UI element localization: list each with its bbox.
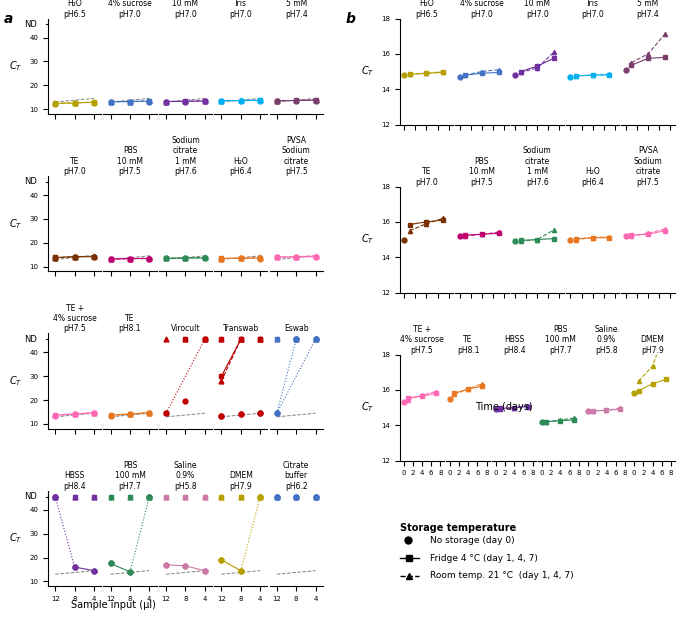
Text: Fridge 4 °C (day 1, 4, 7): Fridge 4 °C (day 1, 4, 7) [430, 553, 538, 563]
Title: TE
pH7.0: TE pH7.0 [63, 157, 86, 176]
Title: Saline
0.9%
pH5.8: Saline 0.9% pH5.8 [595, 325, 618, 355]
Y-axis label: $C_T$: $C_T$ [9, 374, 22, 388]
Title: Tris
10 mM
pH7.0: Tris 10 mM pH7.0 [173, 0, 199, 19]
Title: Citrate
buffer
pH6.2: Citrate buffer pH6.2 [283, 461, 310, 491]
Title: Tris
10 mM
pH7.0: Tris 10 mM pH7.0 [524, 0, 550, 19]
Y-axis label: $C_T$: $C_T$ [9, 217, 22, 231]
Title: PBS
10 mM
pH7.5: PBS 10 mM pH7.5 [117, 146, 143, 176]
Title: PBS
100 mM
pH7.7: PBS 100 mM pH7.7 [545, 325, 576, 355]
Title: Tris-HCl
5 mM
pH7.4: Tris-HCl 5 mM pH7.4 [634, 0, 662, 19]
Title: TE
pH8.1: TE pH8.1 [457, 335, 480, 355]
Title: PVSA
H₂O
pH6.5: PVSA H₂O pH6.5 [415, 0, 438, 19]
Title: DMEM
pH7.9: DMEM pH7.9 [640, 335, 664, 355]
Title: H₂O
pH6.4: H₂O pH6.4 [582, 167, 604, 186]
Y-axis label: $C_T$: $C_T$ [9, 59, 22, 73]
Text: Storage temperature: Storage temperature [400, 523, 516, 532]
Text: ND: ND [24, 177, 37, 186]
Title: PBS
10 mM
pH7.5: PBS 10 mM pH7.5 [469, 157, 495, 186]
Title: TE
pH7.0: TE pH7.0 [415, 167, 438, 186]
Title: Tris-HCl
5 mM
pH7.4: Tris-HCl 5 mM pH7.4 [282, 0, 311, 19]
Title: Sodium
citrate
1 mM
pH7.6: Sodium citrate 1 mM pH7.6 [171, 136, 200, 176]
Title: H₂O
pH6.4: H₂O pH6.4 [229, 157, 252, 176]
Y-axis label: $C_T$: $C_T$ [360, 233, 374, 246]
Title: Transwab: Transwab [223, 325, 259, 333]
Y-axis label: $C_T$: $C_T$ [360, 400, 374, 415]
Title: TE
pH8.1: TE pH8.1 [119, 314, 141, 333]
Title: PVSA
Sodium
citrate
pH7.5: PVSA Sodium citrate pH7.5 [634, 146, 662, 186]
Text: b: b [346, 12, 356, 27]
Title: Saline
0.9%
pH5.8: Saline 0.9% pH5.8 [174, 461, 197, 491]
Title: PVSA
H₂O
pH6.5: PVSA H₂O pH6.5 [63, 0, 86, 19]
Title: Virocult: Virocult [171, 325, 200, 333]
Text: a: a [3, 12, 13, 27]
Title: TE +
4% sucrose
pH7.5: TE + 4% sucrose pH7.5 [400, 325, 444, 355]
Title: TE +
4% sucrose
pH7.0: TE + 4% sucrose pH7.0 [460, 0, 503, 19]
Text: Time (days): Time (days) [475, 402, 532, 412]
Title: DMEM
pH7.9: DMEM pH7.9 [229, 471, 253, 491]
Title: PVSA
10 mM
Tris
pH7.0: PVSA 10 mM Tris pH7.0 [228, 0, 254, 19]
Title: HBSS
pH8.4: HBSS pH8.4 [503, 335, 525, 355]
Text: Room temp. 21 °C  (day 1, 4, 7): Room temp. 21 °C (day 1, 4, 7) [430, 571, 574, 581]
Title: PVSA
Sodium
citrate
pH7.5: PVSA Sodium citrate pH7.5 [282, 136, 310, 176]
Title: TE +
4% sucrose
pH7.0: TE + 4% sucrose pH7.0 [108, 0, 152, 19]
Y-axis label: $C_T$: $C_T$ [360, 65, 374, 78]
Y-axis label: $C_T$: $C_T$ [9, 532, 22, 545]
Text: ND: ND [24, 335, 37, 344]
Text: Sample input (µl): Sample input (µl) [71, 600, 155, 610]
Text: ND: ND [24, 20, 37, 29]
Title: Sodium
citrate
1 mM
pH7.6: Sodium citrate 1 mM pH7.6 [523, 146, 551, 186]
Text: ND: ND [24, 492, 37, 501]
Title: TE +
4% sucrose
pH7.5: TE + 4% sucrose pH7.5 [53, 304, 97, 333]
Title: HBSS
pH8.4: HBSS pH8.4 [63, 471, 86, 491]
Text: No storage (day 0): No storage (day 0) [430, 536, 514, 545]
Title: Eswab: Eswab [284, 325, 308, 333]
Title: PBS
100 mM
pH7.7: PBS 100 mM pH7.7 [114, 461, 145, 491]
Title: PVSA
10 mM
Tris
pH7.0: PVSA 10 mM Tris pH7.0 [580, 0, 606, 19]
